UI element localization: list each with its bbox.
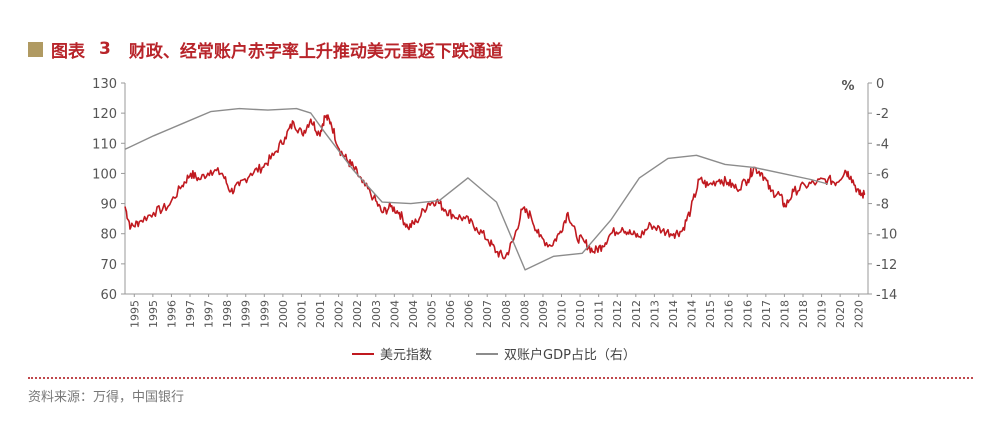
left-tick-label: 90 [100,198,117,213]
x-tick-label: 2013 [648,300,661,328]
left-tick-label: 110 [92,137,117,152]
x-tick-label: 2002 [333,300,346,328]
left-tick-label: 60 [100,288,117,303]
left-tick-label: 100 [92,167,117,182]
x-tick-label: 2016 [741,300,754,328]
x-tick-label: 2014 [667,300,680,328]
x-tick-label: 2016 [723,300,736,328]
x-tick-label: 2012 [630,300,643,328]
x-tick-label: 2010 [574,300,587,328]
left-tick-label: 70 [100,258,117,273]
x-tick-label: 1999 [258,300,271,328]
x-tick-label: 2014 [686,300,699,328]
x-tick-label: 1998 [221,300,234,328]
x-tick-label: 2008 [500,300,513,328]
x-tick-label: 2006 [463,300,476,328]
x-tick-label: 2001 [314,300,327,328]
x-tick-label: 1995 [128,300,141,328]
x-tick-label: 2015 [704,300,717,328]
x-tick-label: 2004 [388,300,401,328]
x-tick-label: 2000 [277,300,290,328]
right-tick-label: -10 [876,228,897,243]
x-tick-label: 2020 [853,300,866,328]
usd-index-line [124,114,866,260]
left-tick-label: 130 [92,77,117,92]
x-tick-label: 2017 [760,300,773,328]
left-tick-label: 120 [92,107,117,122]
source-separator [28,377,973,379]
gdp-ratio-line [124,107,829,271]
title-square-icon [28,41,43,57]
right-tick-label: -6 [876,167,889,182]
right-tick-label: -2 [876,107,889,122]
x-tick-label: 2003 [370,300,383,328]
figure-title-row: 图表 3 财政、经常账户赤字率上升推动美元重返下跌通道 [28,36,503,62]
x-tick-label: 2011 [593,300,606,328]
figure-title: 财政、经常账户赤字率上升推动美元重返下跌通道 [128,41,503,62]
x-tick-label: 2020 [834,300,847,328]
x-tick-label: 2002 [351,300,364,328]
x-tick-label: 2007 [481,300,494,328]
right-tick-label: -8 [876,198,889,213]
right-axis-unit: % [841,79,854,94]
x-tick-label: 2018 [778,300,791,328]
x-tick-label: 2006 [444,300,457,328]
x-tick-label: 2018 [797,300,810,328]
chart: 60 70 80 90 100 110 120 130 -14 -12 -10 -8 -6 -4 -2 0% 1… [92,77,897,363]
legend-usd-index-label: 美元指数 [380,348,432,363]
x-tick-label: 2004 [407,300,420,328]
right-tick-label: -14 [876,288,897,303]
right-tick-label: -12 [876,258,897,273]
right-tick-label: 0 [876,77,884,92]
x-tick-label: 2001 [295,300,308,328]
x-tick-label: 2019 [816,300,829,328]
x-tick-label: 2008 [518,300,531,328]
legend-gdp-ratio-label: 双账户GDP占比（右） [504,347,636,363]
figure-number: 3 [99,39,111,59]
x-tick-label: 1997 [184,300,197,328]
x-tick-label: 2012 [611,300,624,328]
x-tick-label: 1997 [203,300,216,328]
x-tick-label: 1999 [240,300,253,328]
right-tick-label: -4 [876,137,889,152]
x-tick-label: 2009 [537,300,550,328]
left-tick-label: 80 [100,228,117,243]
source-note: 资料来源：万得，中国银行 [28,390,185,405]
x-tick-label: 1996 [165,300,178,328]
x-tick-label: 2005 [425,300,438,328]
x-tick-label: 2010 [556,300,569,328]
figure-label: 图表 [51,41,85,62]
x-tick-label: 1995 [147,300,160,328]
